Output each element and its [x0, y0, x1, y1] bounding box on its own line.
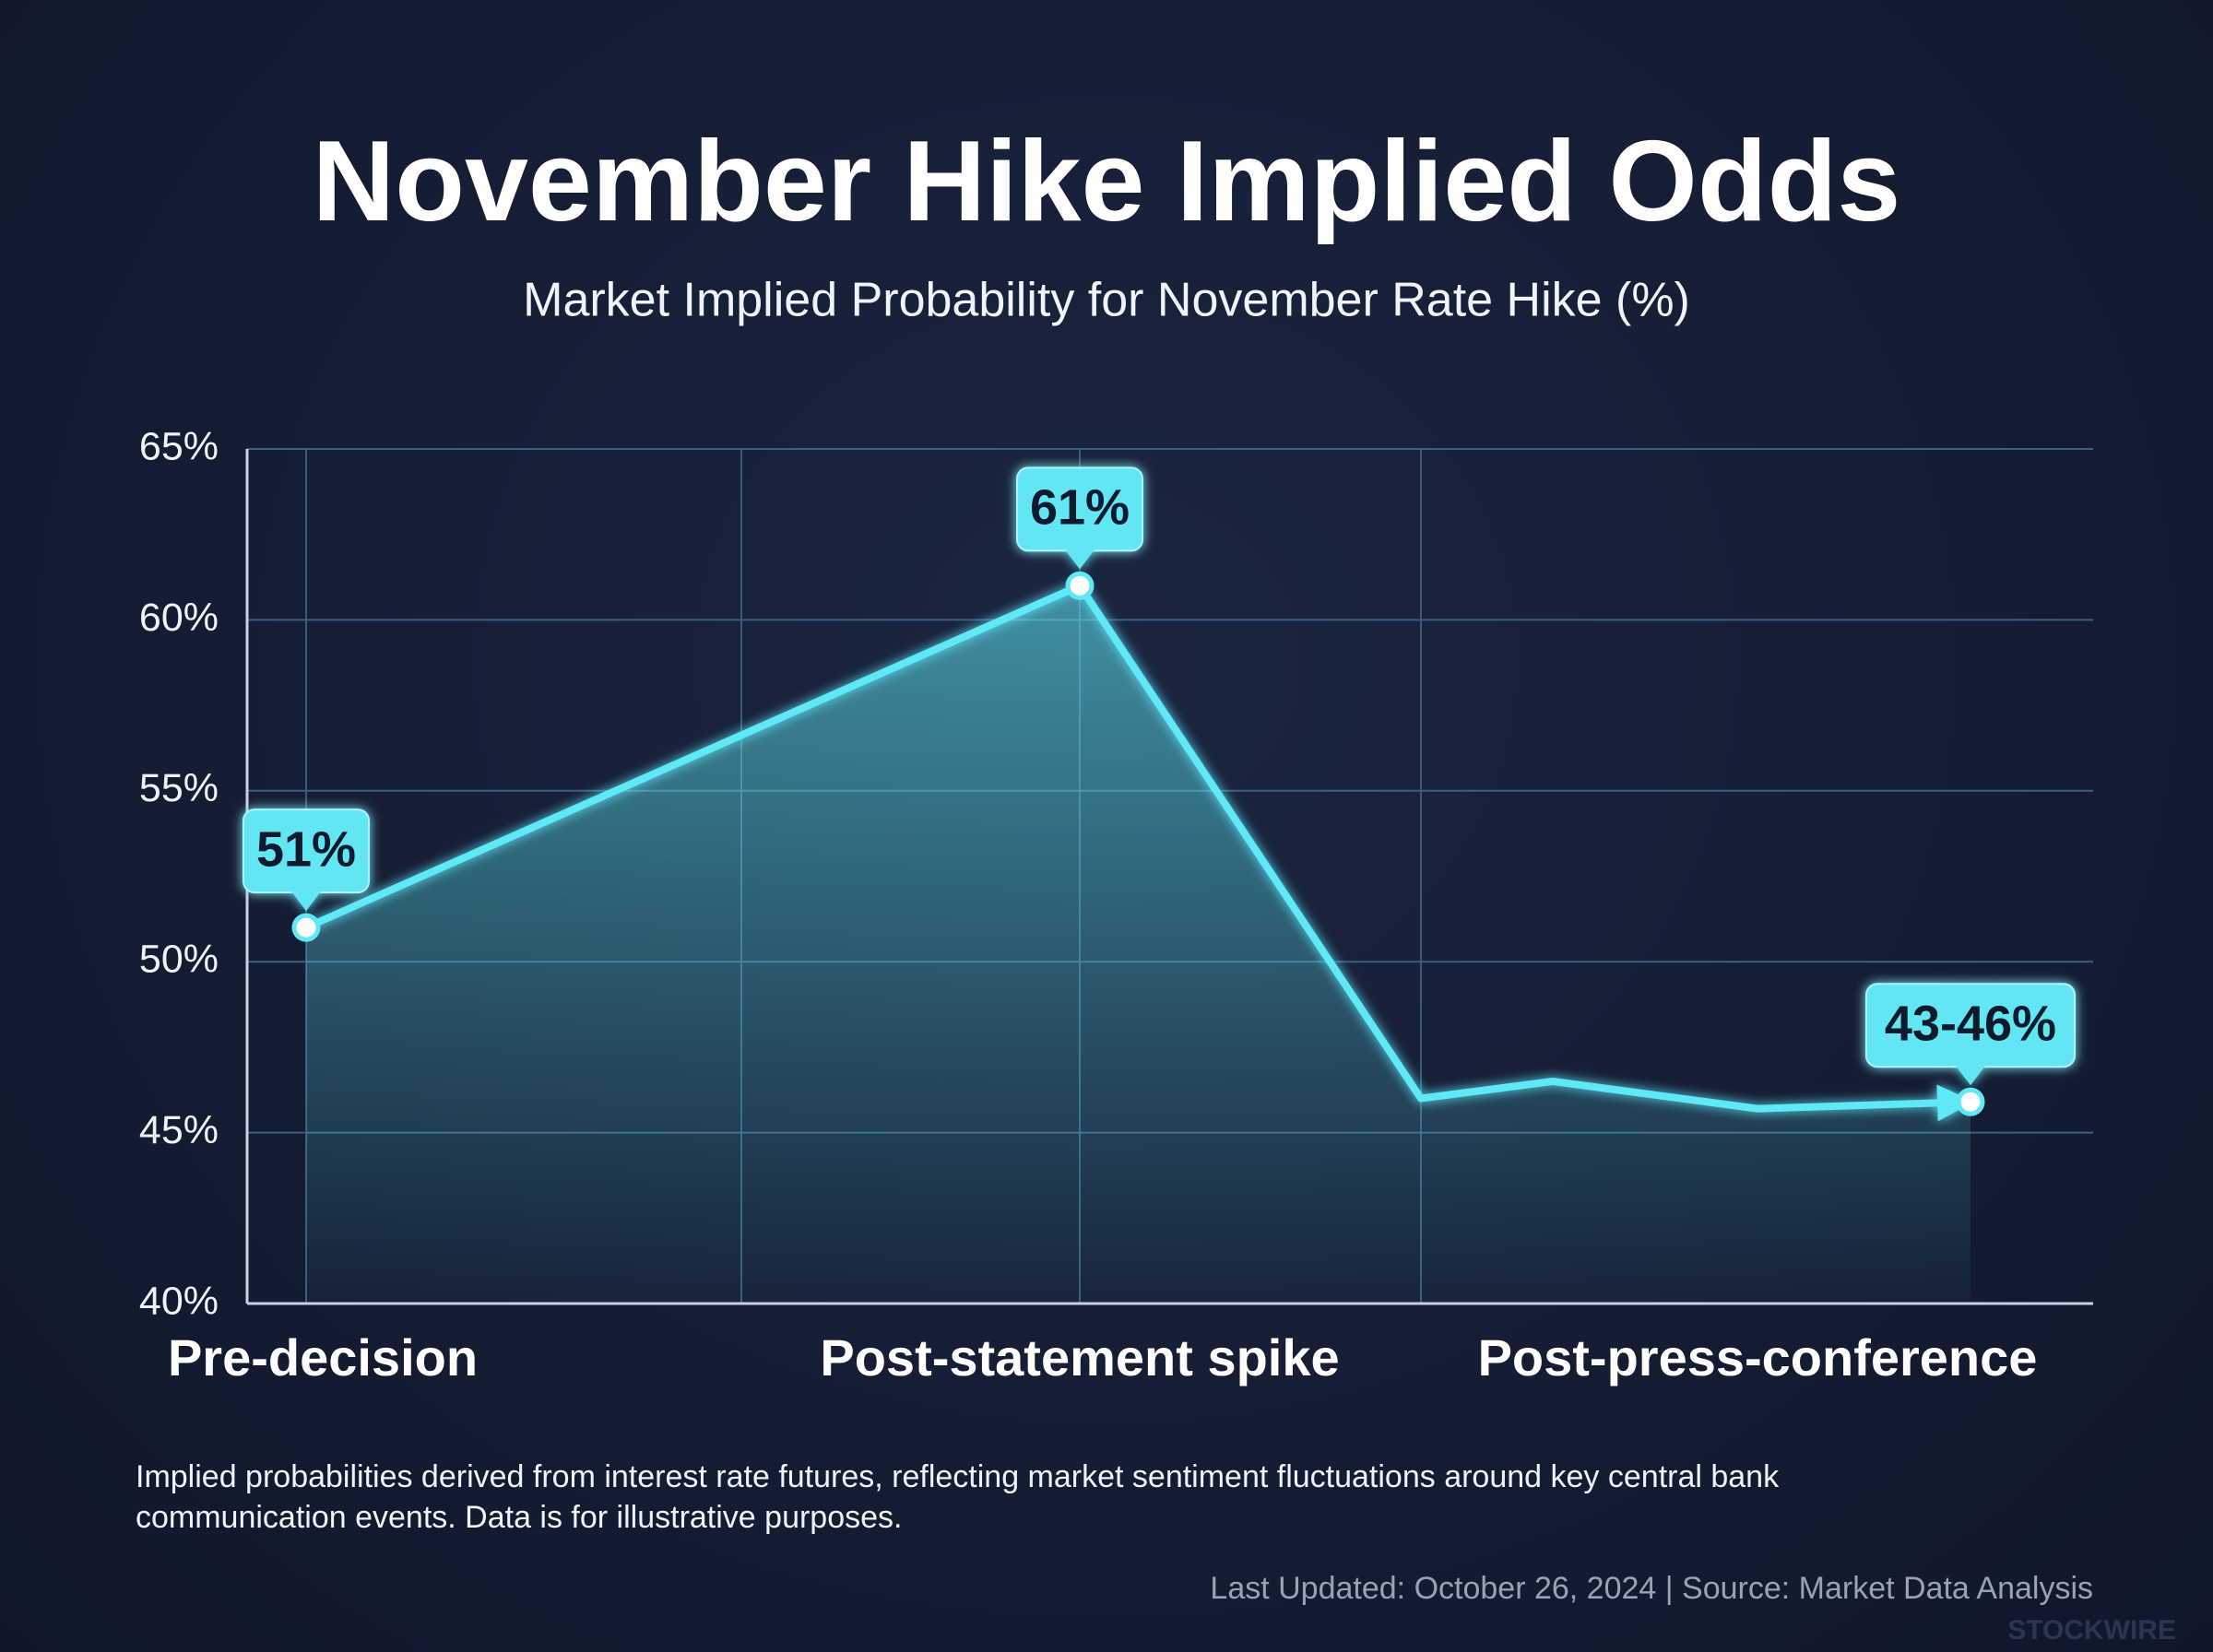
callout	[1016, 466, 1143, 570]
point	[291, 913, 321, 942]
watermark: STOCKWIRE	[2007, 1615, 2176, 1646]
callout-pointer	[291, 891, 321, 912]
data-label: 43-46%	[1885, 996, 2056, 1051]
x-tick-label: Pre-decision	[168, 1328, 478, 1386]
footnote: Implied probabilities derived from inter…	[136, 1459, 1780, 1535]
area	[306, 585, 1970, 1304]
y-tick-label: 50%	[139, 938, 219, 982]
y-tick-label: 65%	[139, 424, 219, 468]
x-tick-label: Post-statement spike	[820, 1328, 1339, 1386]
callout	[243, 808, 370, 912]
chart-subtitle: Market Implied Probability for November …	[523, 274, 1690, 327]
y-tick-label: 45%	[139, 1108, 219, 1152]
point	[1956, 1087, 1985, 1116]
callout-pointer	[1065, 549, 1095, 570]
point	[1065, 571, 1095, 600]
y-tick-label: 55%	[139, 766, 219, 810]
callout	[1865, 983, 2076, 1086]
callout-pointer	[1956, 1066, 1985, 1086]
line	[304, 582, 1974, 1122]
x-tick-label: Post-press-conference	[1478, 1328, 2038, 1386]
y-tick-label: 40%	[139, 1279, 219, 1323]
y-tick-label: 60%	[139, 596, 219, 640]
chart-title: November Hike Implied Odds	[313, 118, 1901, 245]
footer: Last Updated: October 26, 2024 | Source:…	[1210, 1571, 2093, 1606]
data-label: 51%	[256, 821, 356, 877]
data-label: 61%	[1030, 480, 1130, 536]
